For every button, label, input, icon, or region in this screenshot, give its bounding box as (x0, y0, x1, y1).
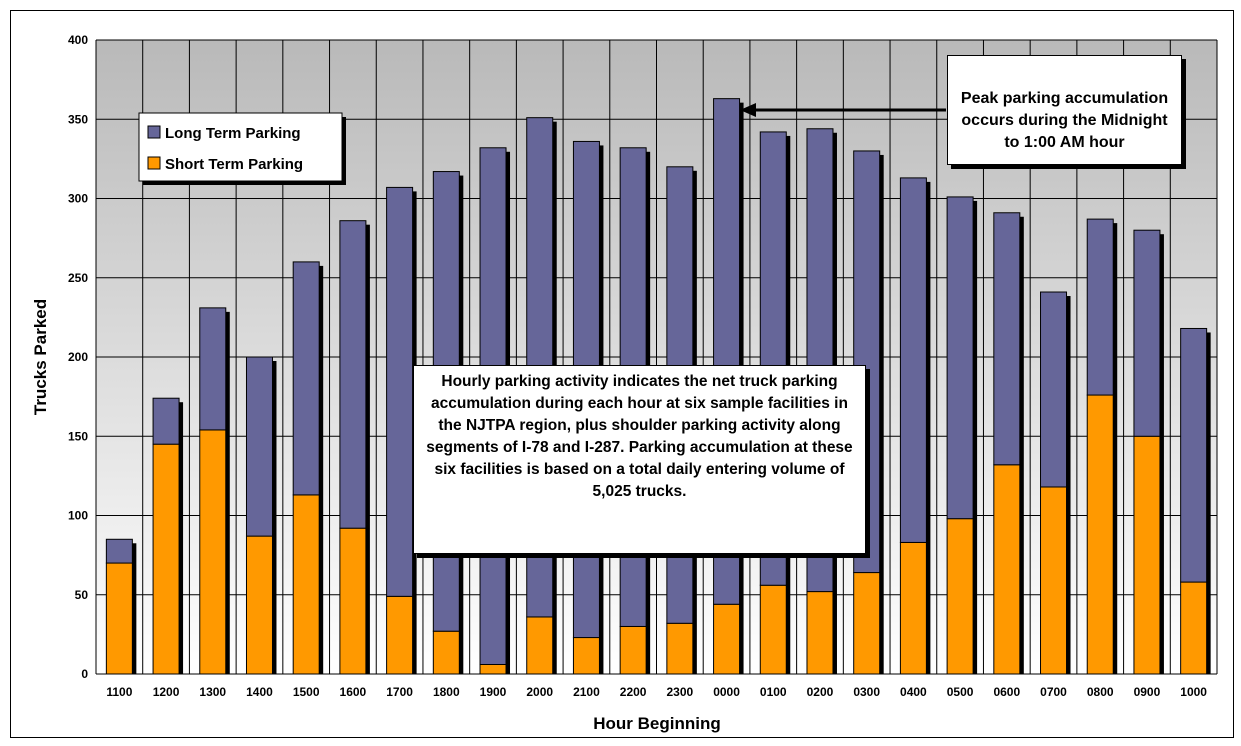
bar-long-term (245, 356, 273, 537)
x-tick-label: 1900 (480, 685, 507, 699)
legend-label-short-term: Short Term Parking (165, 156, 303, 173)
bar-long-term (152, 397, 180, 445)
y-tick-label: 400 (68, 33, 88, 47)
x-tick-label: 0200 (807, 685, 834, 699)
peak-arrow (740, 103, 946, 117)
x-tick-label: 0900 (1134, 685, 1161, 699)
legend-swatch-long-term (147, 125, 161, 139)
bar-long-term (1180, 327, 1208, 583)
x-tick-label: 2200 (620, 685, 647, 699)
bar-short-term (152, 443, 180, 675)
bar-short-term (386, 595, 414, 675)
bar-short-term (619, 625, 647, 675)
y-tick-label: 300 (68, 192, 88, 206)
x-tick-label: 0800 (1087, 685, 1114, 699)
bar-short-term (572, 637, 600, 675)
peak-annotation: Peak parking accumulation occurs during … (947, 55, 1182, 165)
x-tick-label: 0400 (900, 685, 927, 699)
bar-short-term (899, 541, 927, 675)
chart-frame (10, 10, 1234, 738)
x-tick-label: 2100 (573, 685, 600, 699)
x-tick-label: 2000 (526, 685, 553, 699)
bar-long-term (1040, 291, 1068, 488)
bar-long-term (105, 538, 133, 564)
bar-short-term (1180, 581, 1208, 675)
bar-short-term (806, 591, 834, 675)
bar-short-term (713, 603, 741, 675)
y-tick-label: 250 (68, 271, 88, 285)
x-tick-label: 0700 (1040, 685, 1067, 699)
bar-short-term (1133, 435, 1161, 675)
x-tick-label: 1300 (199, 685, 226, 699)
bar-short-term (1040, 486, 1068, 675)
x-tick-label: 0500 (947, 685, 974, 699)
bar-short-term (526, 616, 554, 675)
x-tick-label: 0000 (713, 685, 740, 699)
y-axis-title: Trucks Parked (31, 299, 50, 415)
x-tick-label: 1600 (340, 685, 367, 699)
legend-box (138, 112, 343, 182)
x-tick-label: 1100 (106, 685, 132, 699)
x-tick-label: 2300 (667, 685, 694, 699)
x-tick-label: 1200 (153, 685, 180, 699)
x-tick-label: 1000 (1180, 685, 1207, 699)
y-tick-label: 350 (68, 112, 88, 126)
bar-long-term (993, 212, 1021, 466)
bar-long-term (899, 177, 927, 543)
bar-short-term (292, 494, 320, 675)
bar-short-term (432, 630, 460, 675)
bar-long-term (1086, 218, 1114, 396)
bar-short-term (993, 464, 1021, 675)
legend: Long Term Parking Short Term Parking (138, 112, 346, 185)
description-annotation: Hourly parking activity indicates the ne… (413, 365, 866, 554)
y-tick-label: 150 (68, 429, 88, 443)
bar-short-term (105, 562, 133, 675)
bar-short-term (759, 584, 787, 675)
y-axis-ticks: 0 50 100 150 200 250 300 350 400 (68, 33, 88, 681)
x-tick-label: 0300 (853, 685, 880, 699)
x-tick-label: 0100 (760, 685, 787, 699)
bar-short-term (199, 429, 227, 675)
x-tick-label: 1500 (293, 685, 320, 699)
x-tick-label: 1700 (386, 685, 413, 699)
legend-label-long-term: Long Term Parking (165, 125, 301, 142)
bar-short-term (666, 622, 694, 675)
x-tick-label: 1800 (433, 685, 460, 699)
bar-long-term (339, 220, 367, 529)
bar-short-term (245, 535, 273, 675)
y-tick-label: 100 (68, 509, 88, 523)
bar-long-term (946, 196, 974, 520)
bar-long-term (199, 307, 227, 431)
x-tick-label: 1400 (246, 685, 273, 699)
bar-short-term (479, 663, 507, 675)
x-tick-label: 0600 (993, 685, 1020, 699)
y-tick-label: 50 (75, 588, 89, 602)
bar-short-term (339, 527, 367, 675)
bar-short-term (1086, 394, 1114, 675)
bar-long-term (386, 186, 414, 597)
bar-long-term (292, 261, 320, 496)
bar-short-term (853, 572, 881, 675)
y-tick-label: 200 (68, 350, 88, 364)
bar-short-term (946, 518, 974, 675)
y-tick-label: 0 (81, 667, 88, 681)
x-axis-ticks: 1100 1200 1300 1400 1500 1600 1700 1800 1900 2000… (106, 685, 1207, 699)
bar-long-term (1133, 229, 1161, 437)
x-axis-title: Hour Beginning (593, 714, 720, 733)
legend-swatch-short-term (147, 156, 161, 170)
